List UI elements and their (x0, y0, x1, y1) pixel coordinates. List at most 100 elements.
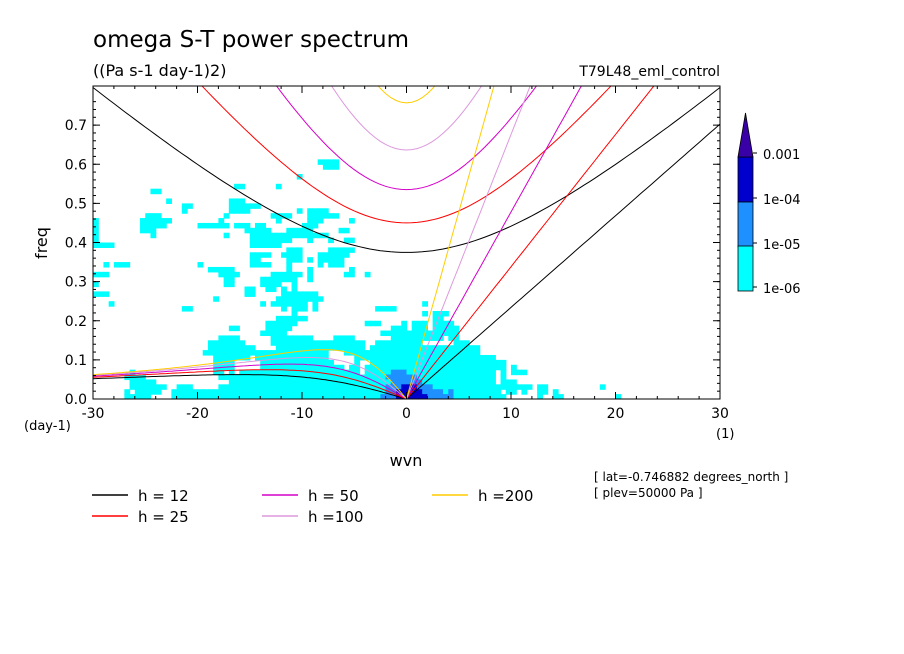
power-cell (270, 286, 277, 293)
power-cell (396, 340, 402, 346)
power-cell (364, 350, 371, 356)
power-cell (396, 345, 402, 351)
power-cell (599, 384, 606, 390)
power-cell (218, 340, 225, 346)
power-cell (343, 252, 350, 258)
power-cell (307, 213, 314, 219)
power-cell (401, 364, 408, 371)
power-cell (265, 320, 272, 327)
y-axis-label: freq (32, 227, 51, 259)
power-cell (93, 242, 99, 248)
power-cell (490, 364, 496, 371)
power-cell (275, 183, 282, 190)
power-cell (453, 345, 460, 351)
power-cell (343, 379, 350, 385)
power-cell (396, 389, 402, 395)
power-cell (411, 379, 418, 385)
power-cell (458, 340, 465, 346)
power-cell (234, 379, 240, 385)
power-cell (213, 296, 219, 302)
power-cell (479, 359, 486, 366)
power-cell (411, 384, 418, 390)
power-cell (275, 281, 282, 288)
power-cell (291, 276, 298, 283)
power-cell (302, 335, 308, 341)
power-cell (354, 369, 361, 376)
power-cell (239, 203, 246, 209)
power-cell (296, 296, 303, 302)
power-cell (396, 364, 402, 371)
power-cell (385, 345, 392, 351)
power-cell (249, 369, 256, 376)
power-cell (516, 369, 523, 376)
power-cell (286, 384, 293, 390)
power-cell (275, 330, 282, 337)
power-cell (343, 394, 350, 399)
power-cell (437, 389, 444, 395)
power-cell (406, 350, 413, 356)
power-cell (223, 266, 230, 273)
power-cell (322, 369, 329, 376)
power-cell (349, 394, 355, 399)
power-cell (380, 330, 387, 337)
power-cell (401, 379, 408, 385)
power-cell (338, 389, 345, 395)
power-cell (218, 222, 225, 229)
power-cell (479, 374, 486, 381)
power-cell (281, 384, 287, 390)
power-cell (244, 291, 251, 297)
power-cell (385, 384, 392, 390)
chart-title: omega S-T power spectrum (93, 27, 409, 53)
power-cell (453, 384, 460, 390)
power-cell (390, 394, 397, 399)
power-cell (453, 369, 460, 376)
power-cell (270, 389, 277, 395)
power-cell (223, 345, 230, 351)
power-cell (129, 384, 136, 390)
power-cell (401, 350, 408, 356)
power-cell (469, 394, 476, 399)
power-cell (307, 276, 314, 283)
power-cell (469, 384, 476, 390)
power-cell (385, 306, 392, 312)
power-cell (443, 354, 449, 361)
power-cell (155, 389, 162, 395)
power-cell (500, 379, 507, 385)
power-cell (505, 379, 512, 385)
power-cell (302, 364, 308, 371)
power-cell (286, 271, 293, 278)
power-cell (265, 286, 272, 293)
power-cell (416, 389, 423, 395)
power-cell (265, 389, 272, 395)
power-cell (129, 394, 136, 399)
power-cell (416, 340, 423, 346)
power-cell (390, 354, 397, 361)
power-cell (453, 330, 460, 337)
power-cell (500, 364, 507, 371)
power-cell (275, 315, 282, 322)
power-cell (302, 232, 308, 239)
power-cell (281, 389, 287, 395)
power-cell (260, 384, 267, 390)
dispersion-curve-h200 (93, 349, 407, 399)
power-cell (286, 262, 293, 268)
power-cell (385, 359, 392, 366)
power-cell (369, 354, 376, 361)
power-cell (484, 374, 491, 381)
power-cell (401, 340, 408, 346)
power-cell (286, 301, 293, 307)
power-cell (443, 330, 449, 337)
power-cell (275, 296, 282, 302)
power-cell (275, 364, 282, 371)
power-cell (401, 384, 408, 390)
power-cell (453, 325, 460, 332)
power-cell (223, 389, 230, 395)
power-cell (307, 222, 314, 229)
power-cell (401, 330, 408, 337)
power-cell (260, 374, 267, 381)
power-cell (343, 384, 350, 390)
power-cell (286, 276, 293, 283)
power-cell (338, 394, 345, 399)
power-cell (187, 389, 193, 395)
power-cell (369, 384, 376, 390)
